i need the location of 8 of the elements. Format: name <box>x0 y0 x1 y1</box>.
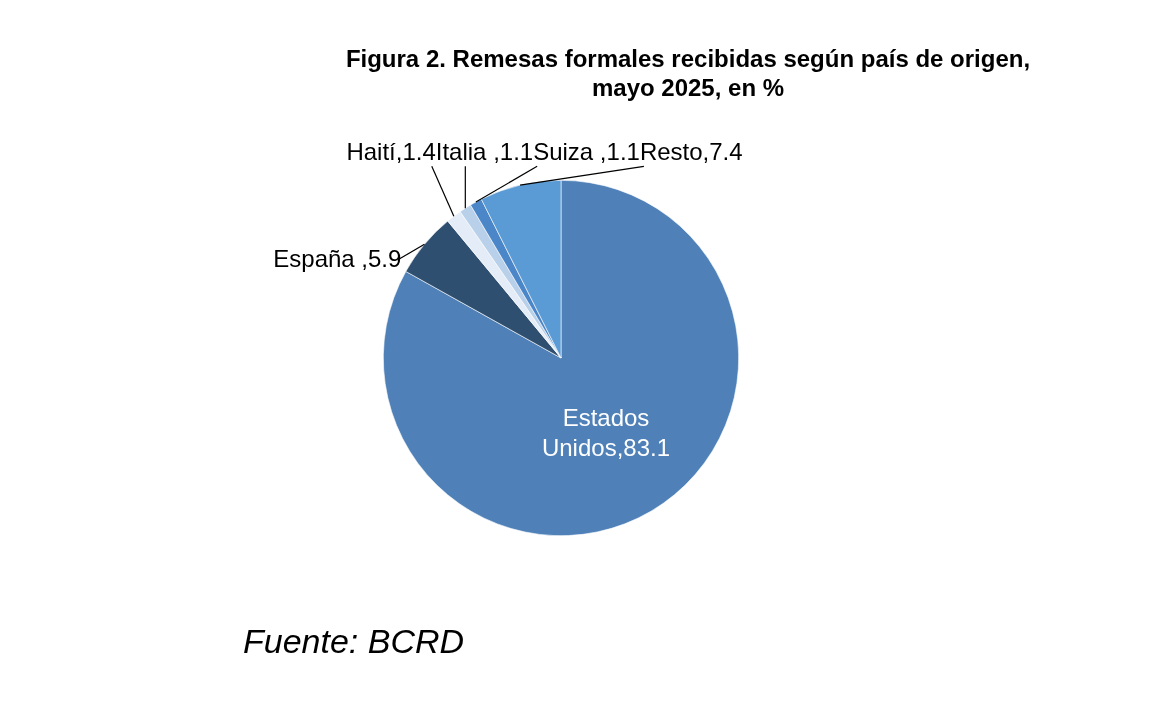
slice-label: Resto,7.4 <box>639 137 743 165</box>
slice-label: Estados Unidos,83.1 <box>541 404 671 462</box>
slice-label: España ,5.9 <box>273 244 402 272</box>
slice-label: Italia ,1.1 <box>435 137 534 165</box>
chart-title: Figura 2. Remesas formales recibidas según país de origen, mayo 2025, en % <box>344 44 1032 102</box>
source-note: Fuente: BCRD <box>243 622 465 661</box>
slice-label: Suiza ,1.1 <box>533 137 640 165</box>
slice-label: Haití,1.4 <box>346 137 436 165</box>
